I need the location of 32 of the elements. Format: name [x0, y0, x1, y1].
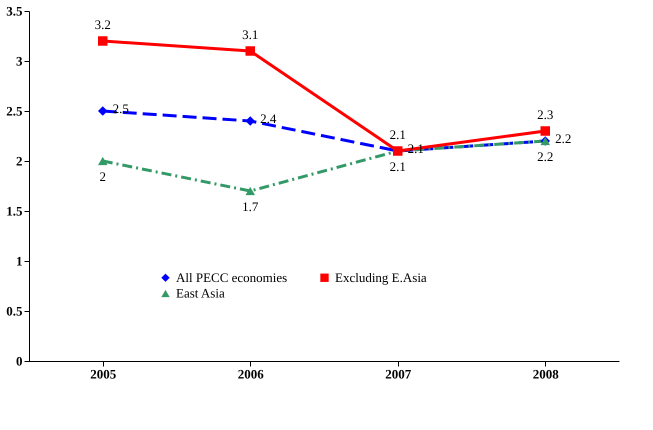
data-label: 2.1: [390, 127, 406, 142]
y-tick-label: 3.5: [6, 4, 23, 18]
y-tick-label: 0: [16, 354, 22, 368]
data-label: 2.1: [390, 159, 406, 174]
point: [246, 46, 255, 56]
legend-label: All PECC economies: [176, 270, 288, 285]
y-tick-label: 1: [16, 254, 22, 268]
point: [98, 36, 108, 46]
data-label: 2.3: [537, 107, 554, 122]
point: [540, 126, 550, 136]
legend-label: Excluding E.Asia: [335, 270, 427, 285]
x-tick-label: 2007: [385, 366, 412, 382]
y-tick-label: 2: [16, 154, 22, 168]
point: [246, 116, 255, 126]
point: [246, 186, 255, 196]
x-tick-label: 2005: [90, 366, 117, 382]
legend-label: East Asia: [176, 286, 225, 300]
y-tick-label: 3: [16, 54, 23, 68]
point: [98, 156, 108, 166]
y-tick-label: 0.5: [6, 304, 23, 318]
data-label: 3.1: [242, 27, 258, 42]
data-label: 2.4: [260, 111, 277, 126]
y-tick-label: 1.5: [6, 204, 23, 218]
y-tick-label: 2.5: [6, 104, 23, 118]
point: [98, 106, 108, 116]
x-tick-label: 2008: [532, 366, 560, 382]
data-label: 2: [100, 169, 106, 184]
data-label: 3.2: [94, 17, 111, 32]
data-label: 1.7: [242, 199, 259, 214]
data-label: 2.2: [537, 149, 554, 164]
x-tick-label: 2006: [238, 366, 264, 382]
data-label: 2.2: [555, 131, 572, 146]
